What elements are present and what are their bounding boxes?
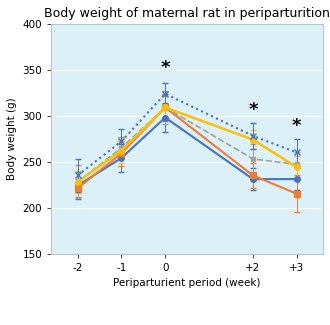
Text: *: * <box>160 59 170 77</box>
X-axis label: Periparturient period (week): Periparturient period (week) <box>114 278 261 288</box>
Text: *: * <box>248 101 258 119</box>
Text: *: * <box>292 117 302 135</box>
Y-axis label: Body weight (g): Body weight (g) <box>7 98 17 180</box>
Title: Body weight of maternal rat in periparturition: Body weight of maternal rat in peripartu… <box>44 7 330 20</box>
